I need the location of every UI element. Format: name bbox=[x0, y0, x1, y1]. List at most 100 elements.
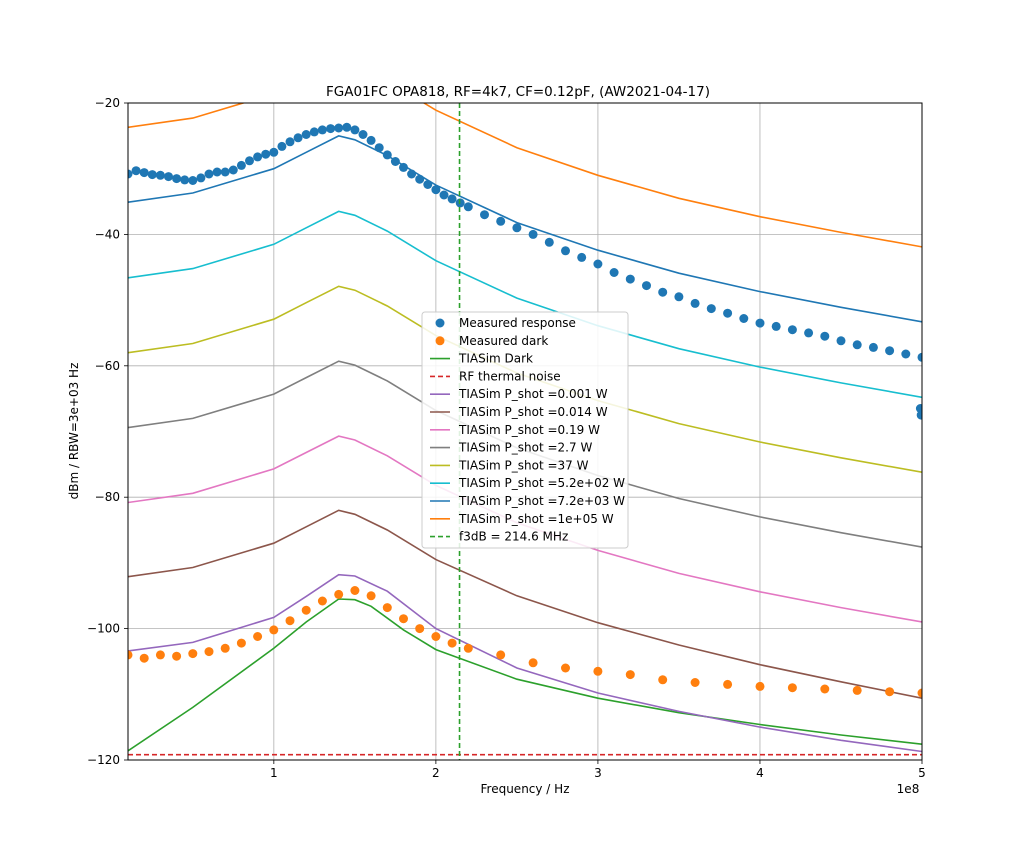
data-point bbox=[128, 650, 133, 660]
data-point bbox=[139, 168, 149, 178]
data-point bbox=[390, 157, 400, 166]
y-tick-label: −20 bbox=[95, 96, 120, 110]
data-point bbox=[147, 170, 157, 180]
data-point bbox=[350, 586, 360, 595]
legend-label: Measured response bbox=[459, 316, 576, 330]
series-line-tiasim-p-shot-1e-05-w bbox=[128, 103, 922, 248]
data-point bbox=[204, 169, 214, 179]
data-point bbox=[139, 653, 149, 663]
data-point bbox=[447, 194, 457, 204]
legend-label: TIASim P_shot =2.7 W bbox=[458, 441, 592, 455]
chart-legend: Measured response Measured dark TIASim Dar… bbox=[421, 311, 629, 549]
data-point bbox=[885, 346, 895, 356]
series-line-tiasim-dark bbox=[128, 598, 922, 752]
legend-label: TIASim P_shot =0.014 W bbox=[458, 405, 608, 419]
data-point bbox=[431, 185, 441, 195]
data-point bbox=[334, 123, 344, 133]
data-point bbox=[253, 632, 263, 641]
x-axis-label: Frequency / Hz bbox=[481, 782, 570, 796]
data-point bbox=[755, 318, 765, 328]
data-point bbox=[739, 314, 749, 323]
legend-label: TIASim P_shot =1e+05 W bbox=[458, 512, 614, 526]
data-point bbox=[512, 223, 522, 233]
data-point bbox=[228, 165, 238, 175]
data-point bbox=[544, 237, 554, 247]
x-axis-ticks: 1 2 3 4 5 bbox=[270, 760, 926, 780]
series-line-tiasim-p-shot-5-2e-02-w bbox=[128, 210, 922, 399]
data-point bbox=[407, 169, 417, 179]
data-point bbox=[277, 141, 287, 151]
data-point bbox=[496, 216, 506, 226]
data-point bbox=[447, 638, 457, 648]
data-point bbox=[399, 162, 408, 172]
legend-label: TIASim Dark bbox=[458, 352, 533, 366]
x-tick-label: 2 bbox=[432, 766, 440, 780]
series-lines bbox=[128, 103, 922, 756]
legend-item-tiasim-p-shot-37-w: TIASim P_shot =37 W bbox=[430, 458, 589, 472]
x-tick-label: 5 bbox=[918, 766, 926, 780]
data-point bbox=[196, 173, 206, 183]
data-point bbox=[269, 147, 279, 157]
data-point bbox=[131, 166, 141, 176]
data-point bbox=[220, 643, 230, 653]
data-point bbox=[188, 176, 198, 185]
data-point bbox=[415, 624, 425, 634]
data-point bbox=[415, 174, 425, 184]
data-point bbox=[885, 687, 895, 697]
data-point bbox=[609, 268, 619, 277]
legend-marker bbox=[435, 336, 445, 346]
data-point bbox=[528, 658, 538, 668]
data-point bbox=[674, 292, 684, 302]
y-tick-label: −40 bbox=[95, 227, 120, 241]
x-axis-offset-label: 1e8 bbox=[897, 782, 920, 796]
data-point bbox=[382, 603, 392, 613]
legend-item-rf-thermal-noise: RF thermal noise bbox=[430, 369, 561, 383]
data-point bbox=[658, 675, 668, 685]
legend-label: TIASim P_shot =0.001 W bbox=[458, 387, 608, 401]
legend-label: RF thermal noise bbox=[459, 369, 561, 383]
data-point bbox=[220, 167, 230, 177]
data-point bbox=[852, 340, 862, 350]
axes-frame bbox=[127, 102, 923, 761]
data-point bbox=[399, 614, 408, 624]
data-point bbox=[261, 149, 271, 159]
series-line-tiasim-p-shot-0-014-w bbox=[128, 509, 922, 699]
legend-item-tiasim-p-shot-0-19-w: TIASim P_shot =0.19 W bbox=[430, 423, 600, 437]
data-point bbox=[172, 651, 182, 661]
data-point bbox=[253, 152, 263, 162]
data-point bbox=[658, 287, 668, 297]
data-point bbox=[593, 259, 603, 269]
data-point bbox=[326, 124, 336, 134]
legend-label: TIASim P_shot =37 W bbox=[458, 458, 589, 472]
series-points bbox=[128, 122, 922, 698]
data-point bbox=[787, 325, 797, 335]
legend-label: TIASim P_shot =0.19 W bbox=[458, 423, 600, 437]
data-point bbox=[723, 308, 733, 318]
data-point bbox=[317, 125, 327, 135]
data-point bbox=[577, 252, 587, 262]
chart-title: FGA01FC OPA818, RF=4k7, CF=0.12pF, (AW20… bbox=[326, 84, 710, 100]
data-point bbox=[852, 685, 862, 695]
data-point bbox=[204, 647, 214, 657]
legend-item-tiasim-p-shot-5-2e-02-w: TIASim P_shot =5.2e+02 W bbox=[430, 476, 625, 490]
legend-box bbox=[421, 311, 629, 549]
data-point bbox=[423, 180, 433, 189]
data-point bbox=[245, 156, 254, 166]
data-point bbox=[269, 625, 279, 635]
data-point bbox=[496, 650, 506, 660]
legend-item-tiasim-p-shot-0-001-w: TIASim P_shot =0.001 W bbox=[430, 387, 608, 401]
legend-item-tiasim-p-shot-2-7-w: TIASim P_shot =2.7 W bbox=[430, 441, 592, 455]
data-point bbox=[293, 133, 303, 143]
data-point bbox=[366, 135, 376, 145]
legend-item-measured-response: Measured response bbox=[435, 316, 576, 330]
data-point bbox=[917, 688, 922, 698]
data-point bbox=[285, 616, 295, 626]
series-points-measured-response bbox=[128, 122, 922, 420]
data-point bbox=[236, 638, 246, 648]
data-point bbox=[301, 130, 311, 139]
legend-marker bbox=[435, 318, 445, 328]
data-point bbox=[690, 678, 700, 687]
legend-label: f3dB = 214.6 MHz bbox=[459, 530, 568, 544]
data-point bbox=[561, 663, 570, 673]
